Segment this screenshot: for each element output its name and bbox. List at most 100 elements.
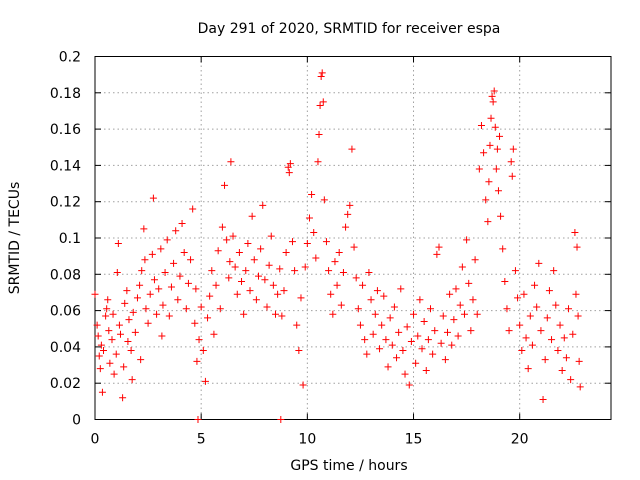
data-point — [505, 327, 513, 335]
data-point — [295, 347, 303, 355]
data-point — [376, 345, 384, 353]
data-point — [246, 287, 254, 295]
data-point — [480, 149, 488, 157]
y-tick-label: 0.2 — [59, 50, 81, 66]
y-tick-label: 0.08 — [50, 267, 81, 283]
y-tick-label: 0.18 — [50, 86, 81, 102]
data-point — [380, 292, 388, 300]
data-point — [405, 381, 413, 389]
data-point — [489, 98, 497, 106]
data-point — [493, 145, 501, 153]
data-point — [507, 158, 515, 166]
data-point — [178, 219, 186, 227]
data-point — [560, 334, 568, 342]
data-point — [274, 290, 282, 298]
data-point — [144, 319, 152, 327]
data-point — [458, 263, 466, 271]
chart-title: Day 291 of 2020, SRMTID for receiver esp… — [198, 21, 501, 37]
data-point — [443, 328, 451, 336]
data-point — [456, 301, 464, 309]
data-point — [165, 312, 173, 320]
data-point — [520, 290, 528, 298]
data-point — [187, 256, 195, 264]
data-point — [96, 365, 104, 373]
data-point — [514, 294, 522, 302]
data-point — [206, 292, 214, 300]
data-point — [539, 396, 547, 404]
data-point — [382, 336, 390, 344]
data-point — [315, 131, 323, 139]
data-point — [244, 239, 252, 247]
data-point — [572, 290, 580, 298]
x-tick-label: 20 — [511, 432, 529, 448]
data-point — [575, 357, 583, 365]
y-axis-label: SRMTID / TECUs — [7, 182, 23, 295]
data-point — [286, 160, 294, 168]
data-point — [172, 227, 180, 235]
data-point — [176, 272, 184, 280]
data-point — [184, 279, 192, 287]
data-point — [138, 267, 146, 275]
data-point — [278, 312, 286, 320]
data-point — [267, 232, 275, 240]
data-point — [91, 290, 99, 298]
data-point — [373, 287, 381, 295]
data-point — [482, 196, 490, 204]
data-point — [545, 287, 553, 295]
x-axis-label: GPS time / hours — [290, 458, 407, 474]
x-tick-label: 5 — [197, 432, 206, 448]
data-point — [433, 250, 441, 258]
x-tick-label: 10 — [298, 432, 316, 448]
y-tick-labels: 0 0.02 0.04 0.06 0.08 0.1 0.12 0.14 0.16 0.18 0.2 — [50, 50, 81, 429]
data-point — [329, 310, 337, 318]
data-point — [337, 301, 345, 309]
data-point — [410, 310, 418, 318]
data-point — [114, 239, 122, 247]
y-tick-label: 0.1 — [59, 231, 81, 247]
data-point — [528, 341, 536, 349]
data-point — [508, 172, 516, 180]
data-point — [163, 236, 171, 244]
data-point — [192, 285, 200, 293]
y-tick-label: 0.02 — [50, 376, 81, 392]
data-point — [141, 256, 149, 264]
x-tick-labels: 0 5 10 15 20 — [91, 432, 529, 448]
data-point — [310, 229, 318, 237]
data-point — [242, 267, 250, 275]
data-point — [108, 336, 116, 344]
data-point — [123, 287, 131, 295]
y-tick-label: 0.06 — [50, 304, 81, 320]
data-point — [484, 218, 492, 226]
data-point — [490, 87, 498, 95]
data-point — [496, 132, 504, 140]
data-point — [316, 102, 324, 110]
data-point — [227, 158, 235, 166]
data-point — [499, 245, 507, 253]
data-point — [102, 312, 110, 320]
data-point — [153, 310, 161, 318]
data-point — [335, 249, 343, 257]
data-point — [301, 263, 309, 271]
data-point — [97, 341, 105, 349]
data-point — [204, 314, 212, 322]
data-point — [269, 281, 277, 289]
data-point — [350, 243, 358, 251]
data-point — [322, 238, 330, 246]
data-point — [120, 363, 128, 371]
data-point — [229, 232, 237, 240]
data-point — [182, 305, 190, 313]
data-point — [574, 312, 582, 320]
data-point — [250, 256, 258, 264]
data-point — [194, 416, 202, 423]
data-point — [129, 308, 137, 316]
data-point — [491, 123, 499, 131]
data-point — [407, 337, 415, 345]
data-point — [99, 347, 107, 355]
data-point — [331, 258, 339, 266]
y-tick-label: 0.16 — [50, 122, 81, 138]
data-point — [475, 165, 483, 173]
data-point — [131, 328, 139, 336]
data-point — [109, 310, 117, 318]
data-point — [363, 350, 371, 358]
data-point — [225, 274, 233, 282]
